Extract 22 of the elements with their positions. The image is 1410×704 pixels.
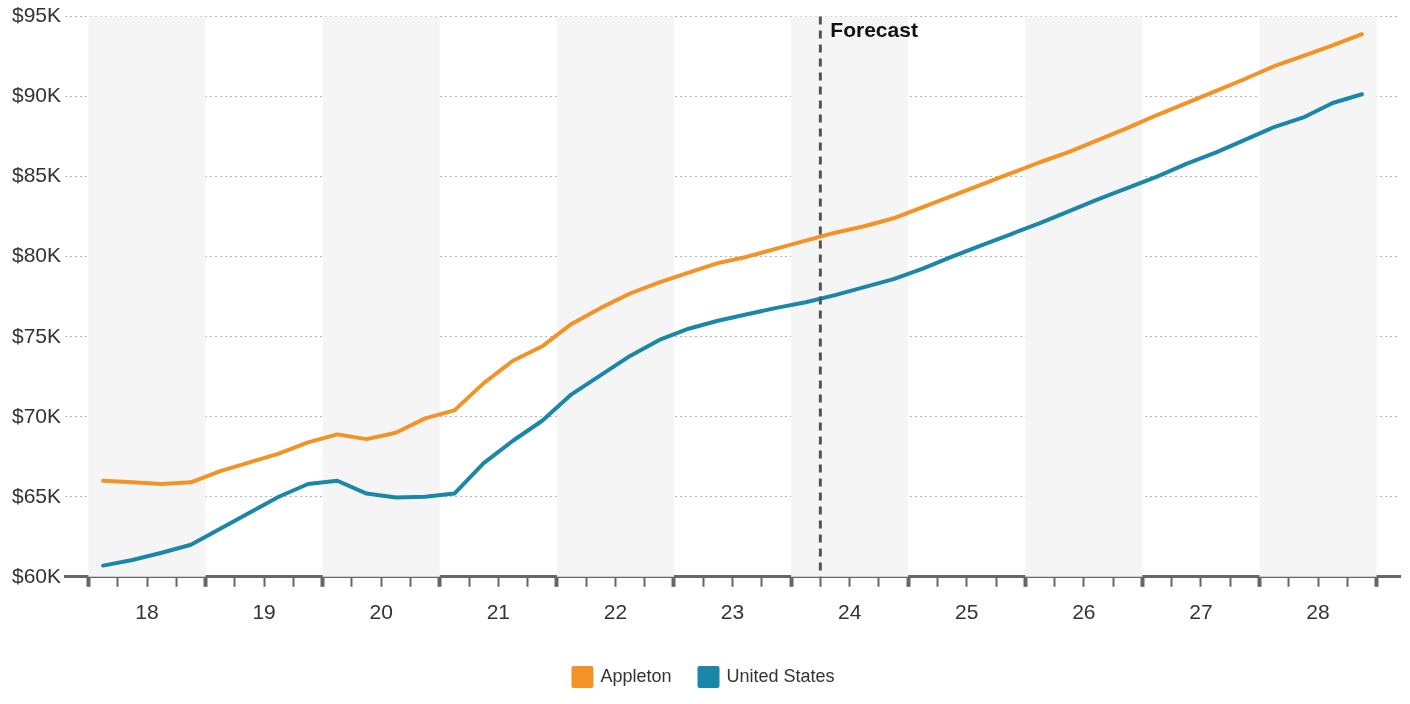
y-tick-label: $85K [12,163,62,187]
y-tick-label: $90K [12,83,62,107]
y-tick-label: $65K [12,483,62,507]
x-tick-label: 23 [720,600,745,624]
x-tick-label: 24 [837,600,862,624]
x-tick-label: 28 [1306,600,1330,624]
x-tick-label: 26 [1072,600,1096,624]
x-tick-label: 18 [135,600,159,624]
x-tick-label: 27 [1189,600,1213,624]
y-tick-label: $80K [12,243,62,267]
x-tick-label: 22 [603,600,628,624]
x-tick-label: 21 [486,600,510,624]
y-tick-label: $60K [12,563,62,587]
y-tick-label: $95K [12,3,62,27]
y-tick-label: $70K [12,403,62,427]
x-tick-label: 25 [955,600,979,624]
y-tick-label: $75K [12,323,62,347]
x-tick-label: 19 [252,600,276,624]
ref-line-label: Forecast [830,17,918,41]
legend-label: United States [726,665,835,686]
x-tick-label: 20 [369,600,393,624]
legend-label: Appleton [600,665,672,686]
